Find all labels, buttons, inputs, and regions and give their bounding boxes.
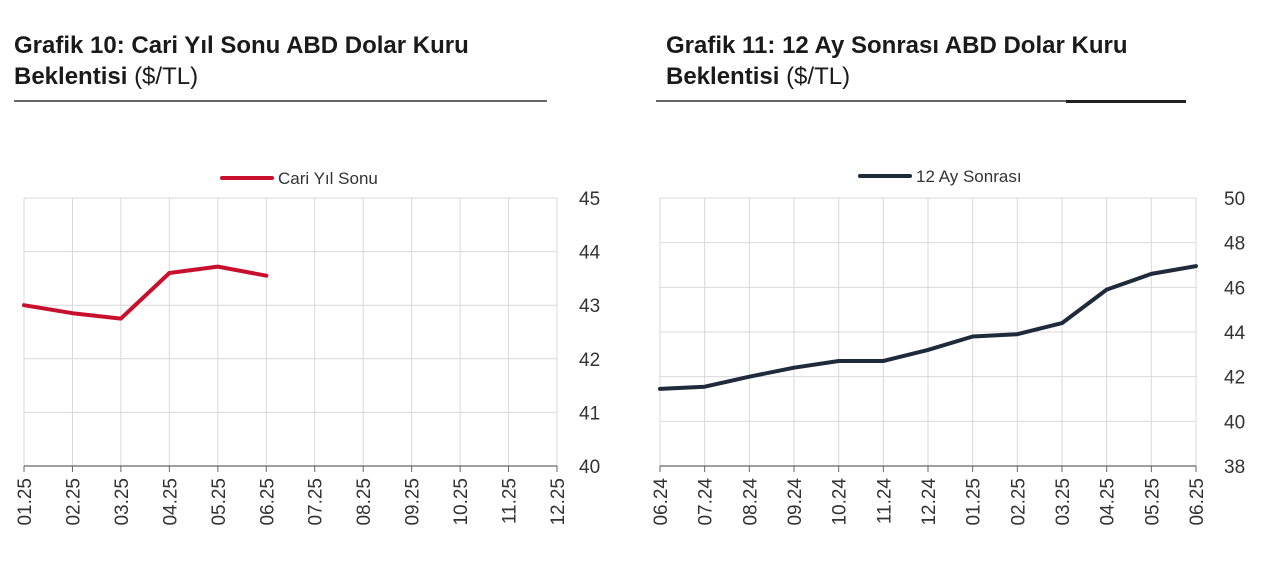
x-tick-label: 04.25: [160, 478, 181, 526]
y-tick-label: 46: [1224, 278, 1245, 299]
y-tick-label: 40: [579, 457, 600, 478]
x-tick-label: 08.24: [740, 478, 761, 526]
x-tick-label: 10.24: [830, 478, 851, 526]
title-divider: [14, 100, 547, 102]
x-tick-label: 01.25: [964, 478, 985, 526]
x-tick-label: 09.24: [785, 478, 806, 526]
data-point: [264, 274, 268, 278]
x-tick-label: 03.25: [112, 478, 133, 526]
title-divider: [656, 100, 1186, 102]
chart-title-main: Grafik 11: 12 Ay Sonrası ABD Dolar Kuru …: [666, 32, 1128, 90]
chart-panel-right: Grafik 11: 12 Ay Sonrası ABD Dolar Kuru …: [640, 0, 1280, 578]
chart-title-main: Grafik 10: Cari Yıl Sonu ABD Dolar Kuru …: [14, 32, 469, 90]
data-point: [70, 311, 74, 315]
data-point: [837, 359, 841, 363]
chart-title: Grafik 11: 12 Ay Sonrası ABD Dolar Kuru …: [666, 30, 1206, 92]
chart-title-unit: ($/TL): [786, 63, 851, 90]
y-tick-label: 41: [579, 403, 600, 424]
line-chart-current-year-end: 40 41 42 43 44 45 01.25 02.25 03.25 04.25 05.25 06.…: [15, 169, 601, 526]
y-tick-label: 42: [1224, 368, 1245, 389]
y-tick-label: 45: [579, 189, 600, 210]
series-line: [22, 264, 269, 321]
x-tick-label: 06.24: [651, 478, 672, 526]
y-tick-label: 43: [579, 296, 600, 317]
data-point: [1149, 272, 1153, 276]
y-tick-label: 42: [579, 350, 600, 371]
data-point: [216, 265, 220, 269]
x-tick-label: 05.25: [209, 478, 230, 526]
data-point: [971, 334, 975, 338]
data-point: [167, 271, 171, 275]
data-point: [926, 348, 930, 352]
data-point: [1105, 288, 1109, 292]
data-point: [747, 375, 751, 379]
data-point: [22, 303, 26, 307]
x-tick-label: 08.25: [354, 478, 375, 526]
data-point: [1194, 264, 1198, 268]
data-point: [703, 385, 707, 389]
title-divider-accent: [1066, 100, 1186, 103]
x-tick-label: 03.25: [1053, 478, 1074, 526]
y-tick-label: 44: [1224, 323, 1246, 344]
chart-title-unit: ($/TL): [134, 63, 199, 90]
x-tick-label: 11.24: [874, 478, 895, 525]
x-tick-label: 07.25: [306, 478, 327, 526]
x-tick-label: 12.25: [548, 478, 569, 526]
x-tick-label: 06.25: [257, 478, 278, 526]
chart-title: Grafik 10: Cari Yıl Sonu ABD Dolar Kuru …: [14, 30, 554, 92]
x-tick-label: 07.24: [696, 478, 717, 526]
plot-area: [23, 197, 558, 467]
x-tick-label: 06.25: [1187, 478, 1208, 526]
x-tick-label: 01.25: [15, 478, 36, 526]
x-tick-label: 11.25: [500, 478, 521, 524]
data-point: [881, 359, 885, 363]
legend-label: Cari Yıl Sonu: [278, 169, 378, 188]
legend-label: 12 Ay Sonrası: [916, 167, 1022, 186]
chart-panel-left: Grafik 10: Cari Yıl Sonu ABD Dolar Kuru …: [14, 30, 601, 526]
data-point: [658, 387, 662, 391]
data-point: [792, 366, 796, 370]
x-tick-label: 09.25: [403, 478, 424, 526]
y-tick-label: 38: [1224, 457, 1245, 478]
data-point: [119, 317, 123, 321]
y-tick-label: 40: [1224, 412, 1245, 433]
x-tick-label: 10.25: [451, 478, 472, 526]
line-chart-12-months-ahead: 38 40 42 44 46 48 50 06.24 07.24 08.24 09.24 10.24 1…: [651, 167, 1246, 526]
x-tick-label: 02.25: [63, 478, 84, 526]
x-tick-label: 02.25: [1008, 478, 1029, 526]
y-tick-label: 50: [1224, 189, 1245, 210]
x-tick-label: 12.24: [919, 478, 940, 526]
data-point: [1015, 332, 1019, 336]
data-point: [1060, 321, 1064, 325]
x-tick-label: 04.25: [1098, 478, 1119, 526]
x-tick-label: 05.25: [1142, 478, 1163, 526]
y-tick-label: 44: [579, 243, 601, 264]
y-tick-label: 48: [1224, 234, 1245, 255]
